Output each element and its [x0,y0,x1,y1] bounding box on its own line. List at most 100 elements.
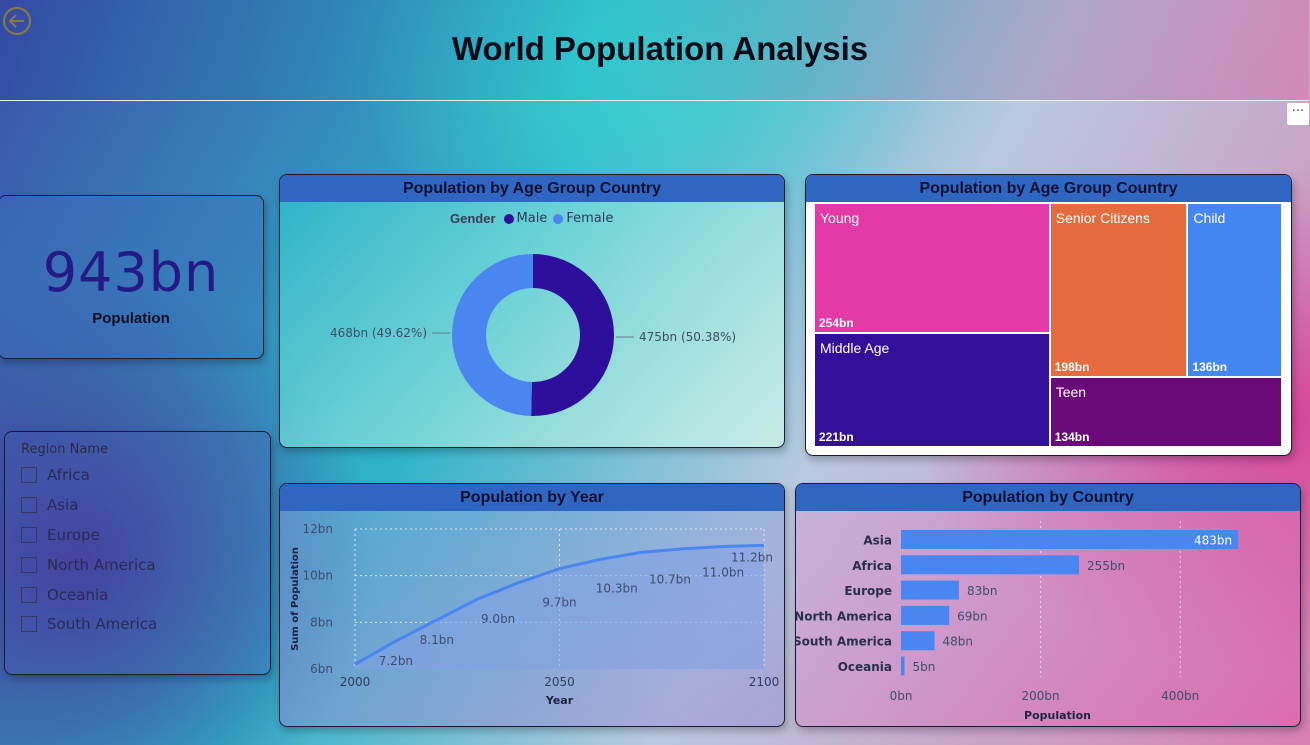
data-label: 11.2bn [731,550,773,564]
legend-label: Male [516,211,548,226]
data-label: 9.0bn [481,612,515,626]
data-label-female: 468bn (49.62%) [330,326,427,340]
age-group-treemap-card: Population by Age Group Country Young 254… [805,174,1292,456]
x-tick-label: 0bn [890,689,913,703]
checkbox[interactable] [21,557,37,573]
data-label: 83bn [967,584,998,598]
category-label: Europe [844,584,892,598]
legend-item-female[interactable]: Female [553,211,613,226]
slicer-item-north-america[interactable]: North America [21,554,156,576]
tile-value: 136bn [1192,360,1228,375]
x-axis-title: Population [1024,709,1091,722]
x-tick-label: 400bn [1161,689,1199,703]
tile-value: 254bn [819,316,854,331]
card-title: Population by Age Group Country [280,175,784,202]
bar-chart: 0bn 200bn 400bn Asia 483bn Africa 255bn Europe 8… [796,521,1239,722]
y-tick-label: 10bn [303,569,334,583]
slicer-item-label: South America [47,615,158,633]
category-label: Africa [852,559,892,573]
data-label: 255bn [1087,559,1125,573]
slicer-item-south-america[interactable]: South America [21,613,157,635]
checkbox[interactable] [21,527,37,543]
treemap-tile-young[interactable]: Young 254bn [815,204,1049,333]
category-label: South America [796,635,892,649]
y-tick-label: 12bn [303,522,334,536]
y-tick-label: 8bn [310,615,333,629]
treemap-area: Young 254bn Middle Age 221bn Senior Citizens… [815,204,1283,448]
population-line [354,543,765,666]
y-tick-label: 6bn [310,662,333,676]
slicer-item-asia[interactable]: Asia [21,494,78,516]
data-label: 483bn [1194,534,1232,548]
slicer-title: Region Name [21,442,108,457]
data-label: 5bn [912,660,935,674]
x-tick-label: 200bn [1022,689,1060,703]
legend-dot-icon [553,213,564,224]
checkbox[interactable] [21,467,37,483]
card-title: Population by Age Group Country [806,175,1291,202]
data-label: 69bn [957,609,988,623]
card-title: Population by Year [280,484,784,511]
slicer-item-oceania[interactable]: Oceania [21,584,108,606]
checkbox[interactable] [21,497,37,513]
tile-label: Teen [1055,384,1087,401]
category-label: Oceania [838,660,892,674]
tile-label: Young [820,210,860,226]
data-label: 7.2bn [379,654,413,668]
tile-label: Middle Age [820,340,890,357]
bar-oceania [901,656,905,676]
category-label: North America [796,609,892,623]
checkbox[interactable] [21,616,37,632]
treemap-tile-middle-age[interactable]: Middle Age 221bn [815,334,1049,446]
slicer-item-label: Africa [47,466,90,484]
bar-asia [901,530,1239,549]
header-banner: World Population Analysis [0,0,1309,101]
bar-africa [901,555,1080,575]
data-label: 9.7bn [542,596,576,610]
x-tick-label: 2100 [749,675,780,689]
slicer-item-label: Oceania [47,586,109,604]
checkbox[interactable] [21,587,37,603]
slicer-item-label: North America [47,556,156,574]
x-tick-label: 2000 [340,675,371,689]
gender-donut-card: Population by Age Group Country Gender M… [279,174,785,448]
region-slicer: Region Name Africa Asia Europe North Ame… [4,431,271,675]
back-arrow-icon[interactable] [2,6,32,36]
bar-europe [901,580,959,600]
legend-label: Female [566,211,614,226]
y-axis-title: Sum of Population [290,547,301,651]
x-axis-title: Year [545,694,574,707]
category-label: Asia [863,534,892,548]
treemap-tile-child[interactable]: Child 136bn [1188,204,1281,377]
slicer-item-label: Asia [47,496,79,514]
tile-value: 221bn [819,429,854,444]
donut-slice-male [531,254,614,416]
bar-north-america [901,605,950,625]
data-label-male: 475bn (50.38%) [639,330,736,344]
bar-south-america [901,631,935,651]
legend-dot-icon [503,213,514,224]
legend-title: Gender [450,211,496,226]
tile-value: 198bn [1054,360,1090,375]
data-label: 48bn [943,635,974,649]
data-label: 10.7bn [649,572,691,586]
slicer-item-europe[interactable]: Europe [21,524,100,546]
data-label: 8.1bn [420,633,454,647]
tile-label: Child [1193,210,1226,226]
donut-chart: 475bn (50.38%) 468bn (49.62%) [330,254,736,416]
treemap-tile-senior-citizens[interactable]: Senior Citizens 198bn [1050,204,1187,377]
slicer-item-label: Europe [47,526,100,544]
card-title: Population by Country [796,484,1300,511]
treemap-tile-teen[interactable]: Teen 134bn [1050,378,1281,446]
legend-item-male[interactable]: Male [503,211,548,226]
more-options-icon[interactable]: ··· [1287,103,1309,125]
data-label: 10.3bn [596,582,638,596]
x-tick-label: 2050 [544,675,575,689]
kpi-label: Population [92,310,170,327]
kpi-value: 943bn [42,241,220,304]
population-by-country-card: Population by Country 0bn 200bn 400bn Asia 4… [795,483,1301,727]
population-by-year-card: Population by Year 6bn 8bn 10bn 12bn 2000 205… [279,483,785,727]
page-title: World Population Analysis [451,30,869,67]
area-fill [355,545,764,669]
slicer-item-africa[interactable]: Africa [21,464,90,486]
